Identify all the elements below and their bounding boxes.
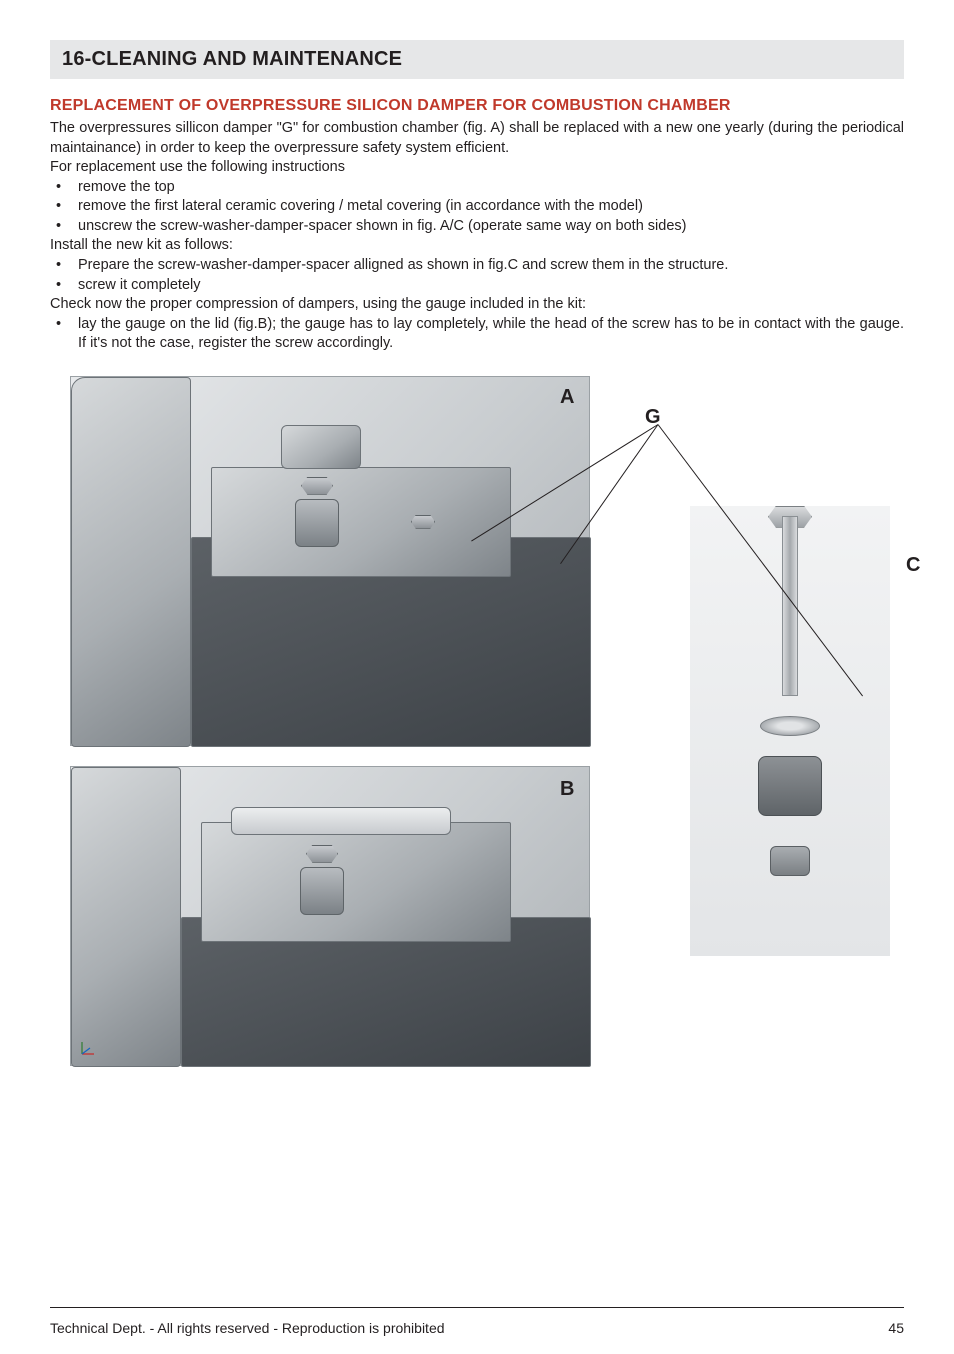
figure-label-b: B <box>560 778 574 801</box>
list-item: remove the first lateral ceramic coverin… <box>50 197 904 217</box>
subheading: REPLACEMENT OF OVERPRESSURE SILICON DAMP… <box>50 97 904 115</box>
figure-a <box>70 376 590 746</box>
figure-label-c: C <box>906 554 920 577</box>
page-number: 45 <box>888 1320 904 1336</box>
list-item: screw it completely <box>50 276 904 296</box>
page-footer: Technical Dept. - All rights reserved - … <box>50 1320 904 1336</box>
footer-text: Technical Dept. - All rights reserved - … <box>50 1320 445 1336</box>
replacement-intro: For replacement use the following instru… <box>50 158 904 178</box>
figure-b <box>70 766 590 1066</box>
removal-steps-list: remove the top remove the first lateral … <box>50 178 904 237</box>
list-item: unscrew the screw-washer-damper-spacer s… <box>50 217 904 237</box>
list-item: remove the top <box>50 178 904 198</box>
intro-paragraph: The overpressures sillicon damper "G" fo… <box>50 119 904 158</box>
section-header: 16-CLEANING AND MAINTENANCE <box>50 40 904 79</box>
figure-c <box>690 506 890 956</box>
axis-triad-icon <box>78 1038 98 1058</box>
content-block: REPLACEMENT OF OVERPRESSURE SILICON DAMP… <box>50 97 904 354</box>
figure-label-a: A <box>560 386 574 409</box>
footer-rule <box>50 1307 904 1308</box>
list-item: Prepare the screw-washer-damper-spacer a… <box>50 256 904 276</box>
section-title: 16-CLEANING AND MAINTENANCE <box>62 48 892 71</box>
install-steps-list: Prepare the screw-washer-damper-spacer a… <box>50 256 904 295</box>
figure-area: A B C G <box>50 376 904 1096</box>
check-intro: Check now the proper compression of damp… <box>50 295 904 315</box>
install-intro: Install the new kit as follows: <box>50 236 904 256</box>
list-item: lay the gauge on the lid (fig.B); the ga… <box>50 315 904 354</box>
check-steps-list: lay the gauge on the lid (fig.B); the ga… <box>50 315 904 354</box>
